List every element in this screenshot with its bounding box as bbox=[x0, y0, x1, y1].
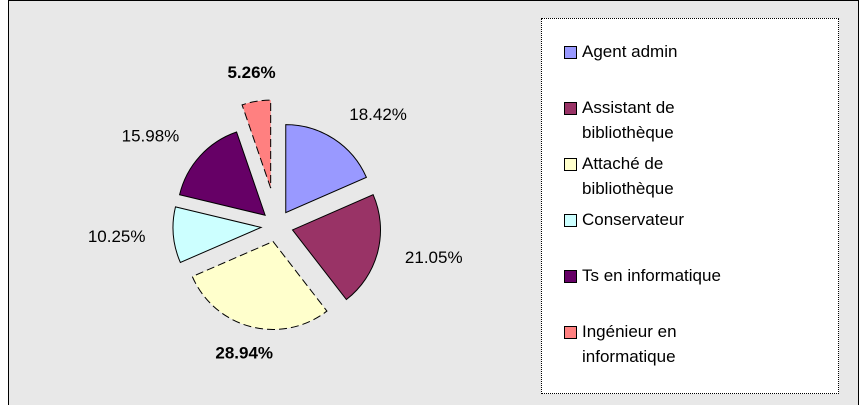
data-label: 28.94% bbox=[215, 343, 273, 362]
pie-slice bbox=[291, 194, 381, 301]
legend: Agent admin Assistant de bibliothèque Atta… bbox=[541, 18, 839, 394]
legend-swatch bbox=[564, 214, 577, 227]
legend-entry: Agent admin bbox=[564, 39, 834, 64]
legend-swatch bbox=[564, 270, 577, 283]
pie-plot: 18.42% 21.05% 28.94% 10.25% 15.98% 5.26% bbox=[88, 63, 463, 362]
legend-entry: Ts en informatique bbox=[564, 263, 834, 288]
data-label: 10.25% bbox=[88, 227, 146, 246]
legend-swatch bbox=[564, 46, 577, 59]
legend-swatch bbox=[564, 102, 577, 115]
data-label: 15.98% bbox=[122, 127, 180, 146]
legend-swatch bbox=[564, 158, 577, 171]
legend-entry: Conservateur bbox=[564, 207, 834, 232]
data-label: 18.42% bbox=[349, 105, 407, 124]
legend-swatch bbox=[564, 326, 577, 339]
pie-slice bbox=[178, 131, 266, 216]
legend-entry: Attaché de bibliothèque bbox=[564, 151, 834, 201]
legend-label: Attaché de bibliothèque bbox=[582, 154, 674, 198]
pie-slice bbox=[172, 206, 263, 264]
pie-slice bbox=[241, 99, 272, 189]
legend-label: Agent admin bbox=[582, 42, 678, 61]
legend-label: Conservateur bbox=[582, 210, 685, 229]
legend-entry: Assistant de bibliothèque bbox=[564, 95, 834, 145]
legend-entry: Ingénieur en informatique bbox=[564, 319, 834, 369]
legend-label: Ingénieur en informatique bbox=[582, 322, 677, 366]
pie-slice bbox=[191, 240, 328, 330]
legend-label: Ts en informatique bbox=[582, 266, 721, 285]
chart-area: 18.42% 21.05% 28.94% 10.25% 15.98% 5.26% Agen… bbox=[8, 0, 859, 405]
data-label: 21.05% bbox=[405, 248, 463, 267]
pie-slice bbox=[285, 124, 368, 214]
legend-label: Assistant de bibliothèque bbox=[582, 98, 675, 142]
data-label: 5.26% bbox=[227, 63, 275, 82]
